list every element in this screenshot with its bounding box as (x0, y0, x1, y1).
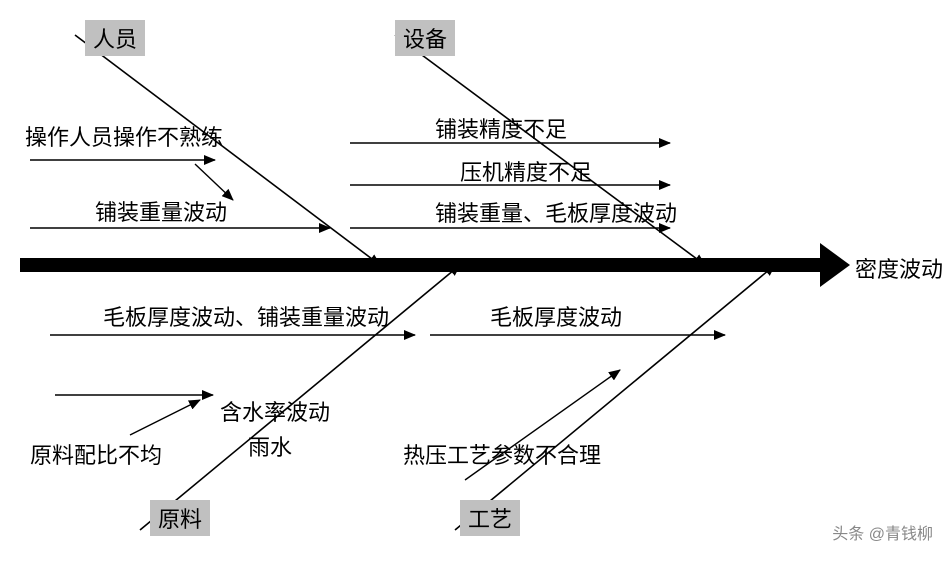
category-equipment: 设备 (395, 20, 455, 56)
cause-material-2: 雨水 (248, 430, 292, 462)
cause-personnel-1: 铺装重量波动 (95, 195, 227, 227)
cause-equipment-0: 铺装精度不足 (435, 112, 567, 144)
fishbone-diagram (0, 0, 945, 562)
category-personnel: 人员 (85, 20, 145, 56)
category-process: 工艺 (460, 500, 520, 536)
cause-material-1: 含水率波动 (220, 395, 330, 427)
cause-process-0: 毛板厚度波动 (490, 300, 622, 332)
cause-personnel-0: 操作人员操作不熟练 (25, 120, 223, 152)
cause-equipment-2: 铺装重量、毛板厚度波动 (435, 196, 677, 228)
cause-process-1: 热压工艺参数不合理 (403, 438, 601, 470)
effect-label: 密度波动 (855, 252, 943, 284)
watermark: 头条 @青钱柳 (832, 520, 933, 544)
cause-material-3: 原料配比不均 (30, 438, 162, 470)
category-material: 原料 (150, 500, 210, 536)
cause-equipment-1: 压机精度不足 (460, 155, 592, 187)
cause-material-0: 毛板厚度波动、铺装重量波动 (103, 300, 389, 332)
